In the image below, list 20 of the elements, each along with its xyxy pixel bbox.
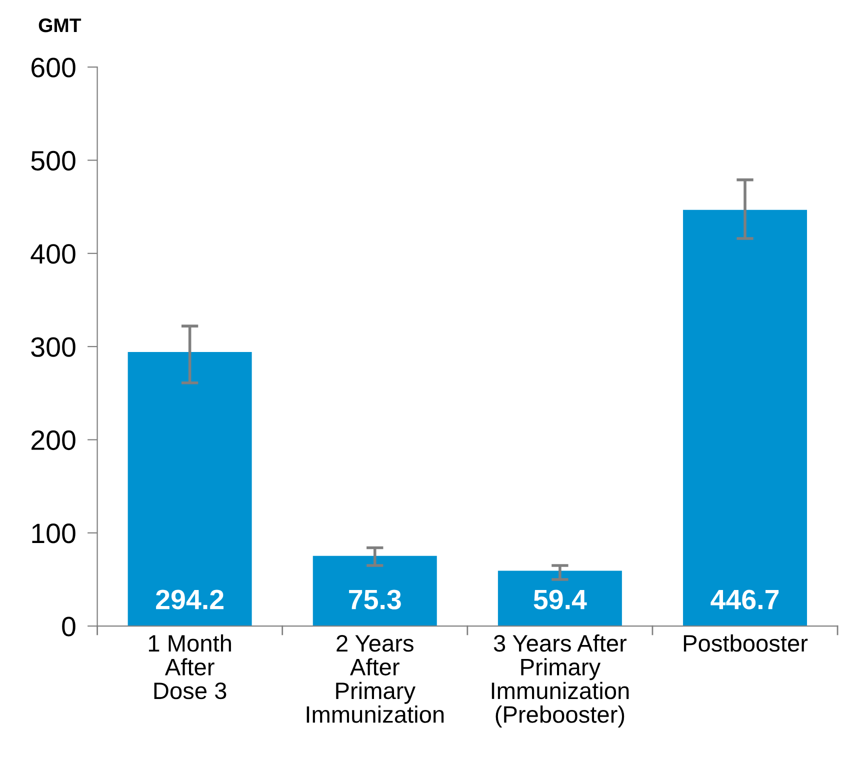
- y-tick-label: 100: [32, 524, 76, 544]
- y-axis-title: GMT: [38, 18, 82, 32]
- bar: [312, 556, 437, 626]
- bar: [128, 352, 252, 626]
- x-tick-label: 2 Years After Primary Immunization: [306, 635, 444, 723]
- x-tick-label: Postbooster: [684, 634, 808, 652]
- x-tick-label: 1 Month After Dose 3: [148, 634, 231, 700]
- y-tick-label: 300: [31, 337, 76, 357]
- bar: [683, 210, 808, 626]
- data-label: 294.2: [156, 590, 224, 610]
- y-tick-label: 0: [62, 616, 76, 636]
- y-tick-label: 200: [32, 430, 76, 450]
- y-tick-label: 500: [31, 150, 76, 171]
- y-tick-label: 400: [30, 244, 76, 264]
- data-label: 75.3: [349, 590, 401, 610]
- bar: [498, 570, 622, 626]
- data-label: 446.7: [710, 590, 779, 610]
- x-tick-label: 3 Years After Primary Immunization (Prebooster): [492, 634, 629, 728]
- data-label: 59.4: [534, 590, 587, 610]
- y-tick-label: 600: [32, 58, 76, 78]
